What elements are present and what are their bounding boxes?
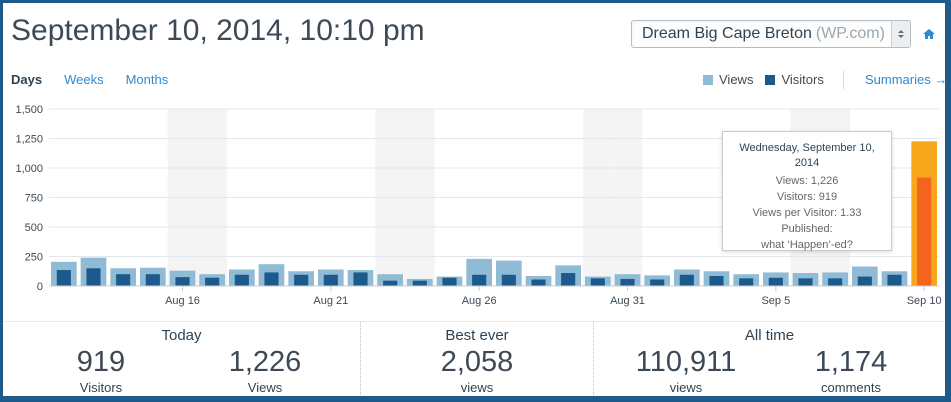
tab-days[interactable]: Days: [11, 72, 43, 87]
site-name: Dream Big Cape Breton: [642, 25, 812, 42]
x-tick-label: Aug 26: [462, 295, 497, 307]
stats-summary: Today 919 Visitors 1,226 Views Best ever…: [3, 321, 945, 396]
visitors-bar: [412, 280, 427, 286]
site-host: (WP.com): [815, 25, 885, 42]
period-tabs: Days Weeks Months: [11, 72, 190, 87]
tooltip-views-per-visitor: Views per Visitor: 1.33: [752, 207, 862, 219]
visitors-bar: [116, 274, 131, 286]
y-tick-label: 1,250: [15, 134, 43, 146]
stats-all-time: All time 110,911 views 1,174 comments: [594, 322, 945, 396]
visitors-bar: [353, 272, 368, 286]
stats-best-ever: Best ever 2,058 views: [361, 322, 593, 396]
today-views-label: Views: [247, 380, 283, 395]
legend-divider: [843, 71, 844, 89]
y-tick-label: 250: [25, 252, 43, 264]
x-tick-label: Aug 31: [610, 295, 645, 307]
visitors-bar: [679, 274, 694, 286]
best-ever-label: views: [460, 380, 494, 395]
visitors-bar: [768, 277, 783, 286]
stats-bar-chart: 0 250 500 750 1,000 1,250 1,500 Aug 16 Aug 21 Aug…: [15, 104, 942, 307]
visitors-bar: [531, 279, 546, 286]
visitors-bar: [56, 270, 71, 286]
all-time-comments: 1,174 comments: [801, 344, 901, 395]
best-ever-value: 2,058: [440, 346, 514, 378]
visitors-bar: [323, 274, 338, 286]
x-tick-label: Aug 21: [313, 295, 348, 307]
y-tick-label: 750: [25, 193, 43, 205]
legend-visitors-label: Visitors: [781, 72, 824, 87]
legend-views-label: Views: [719, 72, 754, 87]
tooltip-post: what ‘Happen’-ed?: [761, 239, 853, 251]
visitors-bar: [590, 278, 605, 286]
x-tick-label: Aug 16: [165, 295, 200, 307]
tooltip-views: Views: 1,226: [775, 175, 839, 187]
visitors-bar: [264, 272, 279, 286]
views-bar: [377, 274, 403, 286]
visitors-bar: [650, 279, 665, 286]
today-visitors-label: Visitors: [79, 380, 123, 395]
stats-today: Today 919 Visitors 1,226 Views: [3, 322, 360, 396]
today-views: 1,226 Views: [215, 344, 315, 395]
y-tick-label: 500: [25, 222, 43, 234]
stats-divider: [360, 322, 361, 396]
chart-legend: Views Visitors: [703, 72, 836, 87]
visitors-bar: [442, 277, 457, 286]
tooltip-date: Wednesday, September 10, 2014: [739, 142, 875, 169]
all-time-views-value: 110,911: [635, 346, 737, 378]
stats-divider: [593, 322, 594, 396]
visitors-bar: [234, 274, 249, 286]
all-time-comments-label: comments: [821, 380, 881, 395]
today-visitors: 919 Visitors: [51, 344, 151, 395]
today-views-value: 1,226: [228, 346, 302, 378]
best-ever-views: 2,058 views: [427, 344, 527, 395]
visitors-bar: [739, 278, 754, 286]
visitors-bar: [294, 274, 309, 286]
tooltip-visitors: Visitors: 919: [776, 191, 838, 203]
today-visitors-value: 919: [76, 346, 126, 378]
page-title: September 10, 2014, 10:10 pm: [11, 14, 425, 47]
visitors-bar: [86, 268, 101, 286]
visitors-swatch: [765, 74, 776, 85]
visitors-bar: [383, 280, 398, 286]
all-time-heading: All time: [744, 327, 795, 344]
best-ever-heading: Best ever: [445, 327, 509, 344]
y-tick-label: 1,000: [15, 163, 43, 175]
today-heading: Today: [161, 327, 202, 344]
visitors-bar: [709, 275, 724, 286]
visitors-bar: [561, 273, 576, 286]
x-tick-label: Sep 10: [907, 295, 942, 307]
visitors-bar: [828, 278, 843, 286]
visitors-bar: [472, 274, 487, 286]
y-tick-label: 1,500: [15, 104, 43, 116]
legend-visitors[interactable]: Visitors: [765, 72, 824, 87]
views-swatch: [703, 74, 713, 85]
legend-views[interactable]: Views: [703, 72, 753, 87]
site-selector[interactable]: Dream Big Cape Breton (WP.com): [631, 20, 911, 48]
visitors-bar: [887, 274, 902, 286]
x-tick-label: Sep 5: [761, 295, 790, 307]
chevron-down-icon[interactable]: [891, 21, 910, 47]
visitors-bar: [798, 278, 813, 286]
tab-months[interactable]: Months: [125, 72, 169, 87]
all-time-views-label: views: [669, 380, 703, 395]
y-tick-label: 0: [37, 281, 43, 293]
visitors-bar: [917, 177, 932, 286]
visitors-bar: [620, 278, 635, 286]
all-time-comments-value: 1,174: [814, 346, 888, 378]
visitors-bar: [501, 274, 516, 286]
visitors-bar: [175, 277, 190, 286]
site-name-text: Dream Big Cape Breton (WP.com): [632, 25, 885, 43]
chart-tooltip: Wednesday, September 10, 2014 Views: 1,2…: [722, 131, 892, 251]
visitors-bar: [145, 274, 160, 286]
stats-panel: September 10, 2014, 10:10 pm Dream Big C…: [3, 3, 945, 396]
tab-weeks[interactable]: Weeks: [64, 72, 104, 87]
visitors-bar: [205, 277, 220, 286]
summaries-link[interactable]: Summaries →: [865, 72, 945, 87]
visitors-bar: [857, 276, 872, 286]
tooltip-published: Published:: [781, 223, 833, 235]
home-icon[interactable]: [922, 27, 936, 41]
all-time-views: 110,911 views: [626, 344, 746, 395]
